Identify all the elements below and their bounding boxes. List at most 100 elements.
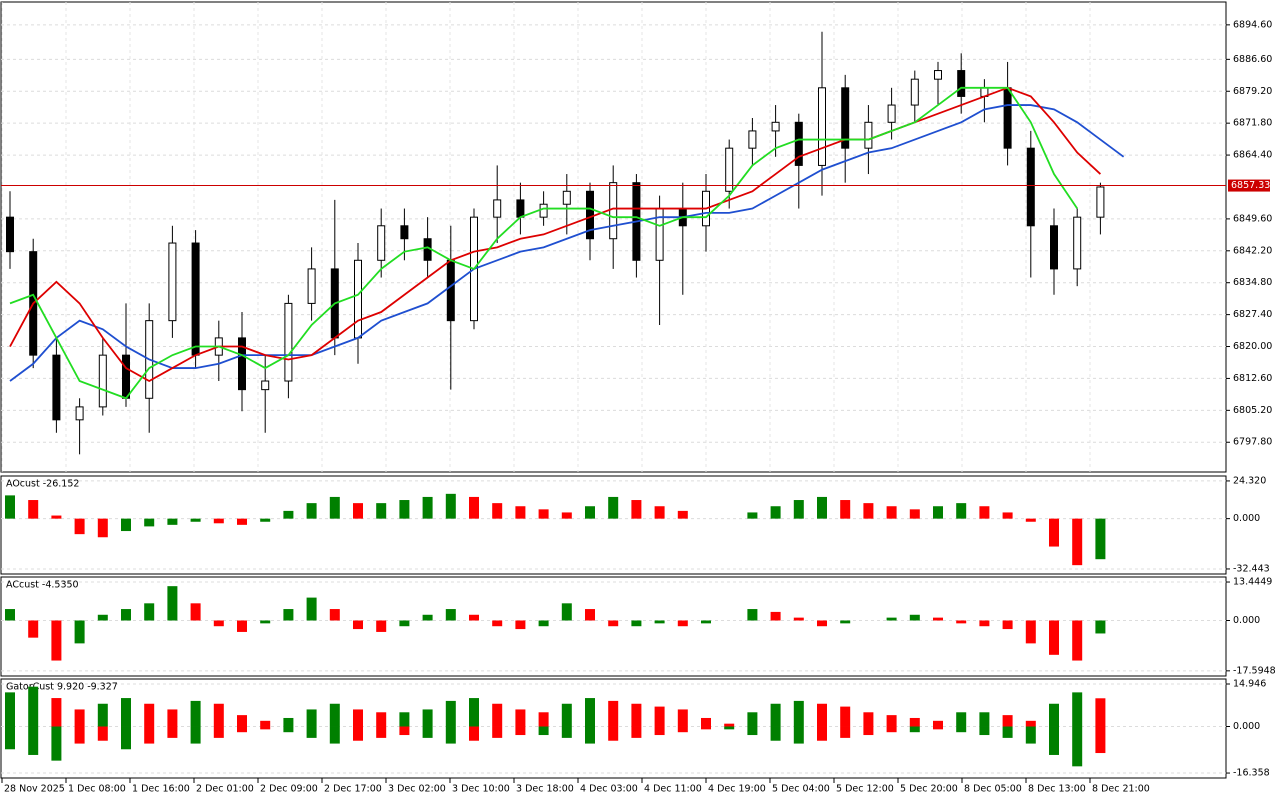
panel-frame bbox=[0, 678, 1227, 779]
histogram-bar bbox=[747, 609, 758, 621]
gator-bar bbox=[144, 703, 155, 727]
histogram-bar bbox=[283, 510, 294, 519]
histogram-bar bbox=[213, 518, 224, 524]
histogram-bar bbox=[654, 506, 665, 519]
y-tick-label: 6820.00 bbox=[1233, 341, 1272, 352]
histogram-bar bbox=[422, 496, 433, 519]
histogram-bar bbox=[121, 518, 131, 532]
candle-body bbox=[841, 87, 850, 149]
histogram-bar bbox=[701, 620, 711, 624]
x-tick-label: 2 Dec 17:00 bbox=[324, 784, 382, 795]
candle-body bbox=[562, 190, 571, 205]
candle-body bbox=[910, 78, 919, 106]
gator-bar bbox=[144, 726, 155, 744]
x-tick-label: 5 Dec 20:00 bbox=[900, 784, 958, 795]
histogram-bar bbox=[1049, 620, 1059, 655]
gator-bar bbox=[979, 712, 990, 727]
gator-bar bbox=[909, 726, 920, 733]
gator-bar bbox=[793, 700, 804, 727]
candle-body bbox=[6, 216, 14, 253]
candle-body bbox=[748, 130, 757, 149]
y-tick-label: 0.000 bbox=[1233, 721, 1260, 732]
gator-bar bbox=[445, 700, 456, 727]
histogram-bar bbox=[144, 603, 155, 621]
price-tag bbox=[1228, 179, 1270, 192]
histogram-bar bbox=[1025, 620, 1036, 644]
candle-body bbox=[1096, 186, 1105, 218]
gator-bar bbox=[167, 709, 178, 727]
gator-bar bbox=[422, 726, 433, 738]
histogram-bar bbox=[956, 620, 967, 624]
x-tick-label: 3 Dec 18:00 bbox=[516, 784, 574, 795]
gator-bar bbox=[1002, 726, 1013, 738]
gator-bar bbox=[213, 726, 224, 738]
histogram-bar bbox=[1049, 518, 1059, 547]
gator-bar bbox=[492, 726, 503, 738]
gator-bar bbox=[724, 726, 735, 730]
panel-frame bbox=[0, 1, 1227, 473]
gator-bar bbox=[190, 726, 201, 744]
candle-body bbox=[52, 354, 61, 421]
ma-line bbox=[9, 86, 1078, 400]
gator-bar bbox=[1025, 726, 1036, 744]
histogram-bar bbox=[422, 614, 433, 621]
histogram-bar bbox=[237, 620, 247, 632]
candle-body bbox=[377, 225, 386, 261]
histogram-bar bbox=[654, 620, 665, 624]
histogram-bar bbox=[677, 510, 688, 519]
y-tick-label: 6827.40 bbox=[1233, 309, 1272, 320]
x-tick-label: 3 Dec 02:00 bbox=[388, 784, 446, 795]
gator-bar bbox=[51, 726, 62, 761]
gator-bar bbox=[260, 726, 271, 730]
histogram-bar bbox=[97, 614, 108, 621]
x-tick-label: 5 Dec 12:00 bbox=[836, 784, 894, 795]
histogram-bar bbox=[353, 503, 363, 519]
candle-body bbox=[539, 203, 548, 218]
histogram-bar bbox=[399, 620, 410, 627]
histogram-bar bbox=[306, 597, 317, 621]
candle-body bbox=[1073, 216, 1082, 270]
gator-bar bbox=[770, 703, 781, 727]
x-tick-label: 3 Dec 10:00 bbox=[452, 784, 510, 795]
gator-bar bbox=[492, 703, 503, 727]
candle-body bbox=[400, 225, 409, 240]
histogram-bar bbox=[469, 496, 479, 519]
gator-bar bbox=[631, 703, 642, 727]
histogram-bar bbox=[793, 617, 804, 621]
candle-body bbox=[168, 242, 177, 322]
gator-bar bbox=[608, 700, 619, 727]
histogram-bar bbox=[1025, 518, 1036, 522]
histogram-bar bbox=[886, 617, 897, 621]
gator-bar bbox=[956, 726, 967, 733]
gator-bar bbox=[1095, 698, 1106, 727]
gator-bar bbox=[770, 726, 781, 741]
candle-body bbox=[122, 354, 130, 399]
x-tick-label: 1 Dec 16:00 bbox=[132, 784, 190, 795]
candle-body bbox=[98, 354, 107, 408]
histogram-bar bbox=[840, 500, 851, 519]
histogram-bar bbox=[144, 518, 155, 527]
x-tick-label: 2 Dec 01:00 bbox=[196, 784, 254, 795]
histogram-bar bbox=[840, 620, 851, 624]
x-tick-label: 8 Dec 13:00 bbox=[1028, 784, 1086, 795]
gator-bar bbox=[538, 726, 549, 736]
x-tick-label: 1 Dec 08:00 bbox=[68, 784, 126, 795]
gator-bar bbox=[654, 706, 665, 727]
histogram-bar bbox=[329, 496, 340, 519]
ma-line bbox=[9, 86, 1102, 383]
gator-bar bbox=[1095, 726, 1106, 754]
gator-bar bbox=[28, 726, 39, 755]
gator-bar bbox=[631, 726, 642, 738]
x-tick-label: 8 Dec 21:00 bbox=[1092, 784, 1150, 795]
gator-bar bbox=[817, 703, 827, 727]
histogram-bar bbox=[677, 620, 688, 627]
histogram-bar bbox=[538, 509, 549, 519]
histogram-bar bbox=[51, 620, 62, 661]
histogram-bar bbox=[190, 603, 201, 621]
candle-body bbox=[238, 337, 246, 391]
histogram-bar bbox=[167, 518, 178, 525]
gator-bar bbox=[515, 709, 526, 727]
gator-bar bbox=[97, 703, 108, 727]
histogram-bar bbox=[445, 609, 456, 621]
gator-bar bbox=[654, 726, 665, 736]
